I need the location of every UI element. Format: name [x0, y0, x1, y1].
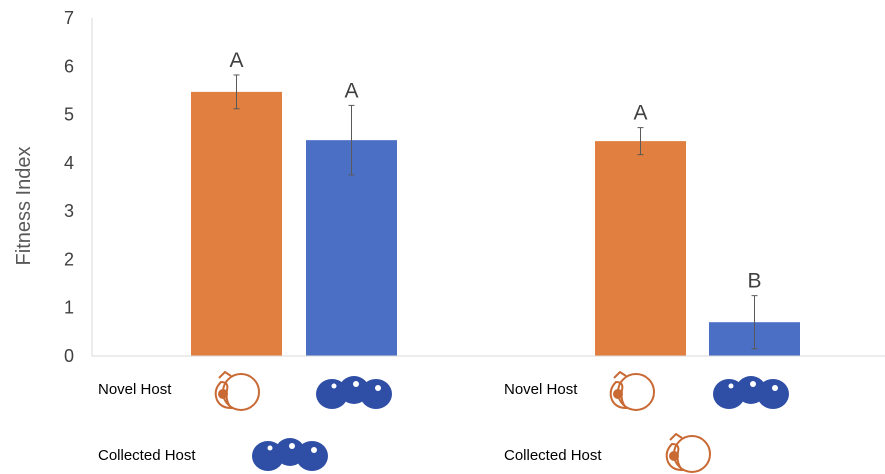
y-tick-label: 6 [64, 56, 74, 76]
left-collected-host-label: Collected Host [98, 447, 196, 464]
significance-letters: A A A B [229, 49, 761, 293]
peach-icon [214, 370, 260, 411]
error-bars [233, 74, 758, 350]
blueberry-icon [713, 376, 789, 409]
peach-icon [609, 370, 655, 411]
y-tick-label: 5 [64, 105, 74, 125]
blueberry-icon [316, 376, 392, 409]
y-axis-ticks: 0 1 2 3 4 5 6 7 [64, 8, 74, 366]
peach-icon [665, 432, 711, 473]
y-tick-label: 1 [64, 298, 74, 318]
significance-letter: B [747, 270, 761, 293]
bar [191, 91, 282, 357]
blueberry-icon [252, 438, 328, 471]
right-collected-host-label: Collected Host [504, 447, 602, 464]
y-tick-label: 0 [64, 346, 74, 366]
bar [306, 140, 397, 356]
bar-marks [191, 91, 800, 357]
bar [595, 141, 686, 356]
significance-letter: A [344, 79, 358, 102]
right-novel-host-label: Novel Host [504, 381, 578, 398]
y-tick-label: 4 [64, 153, 74, 173]
significance-letter: A [229, 49, 243, 72]
y-tick-label: 7 [64, 8, 74, 28]
y-tick-label: 2 [64, 249, 74, 269]
y-axis-label: Fitness Index [13, 147, 35, 266]
significance-letter: A [633, 102, 647, 125]
y-tick-label: 3 [64, 201, 74, 221]
left-novel-host-label: Novel Host [98, 381, 172, 398]
